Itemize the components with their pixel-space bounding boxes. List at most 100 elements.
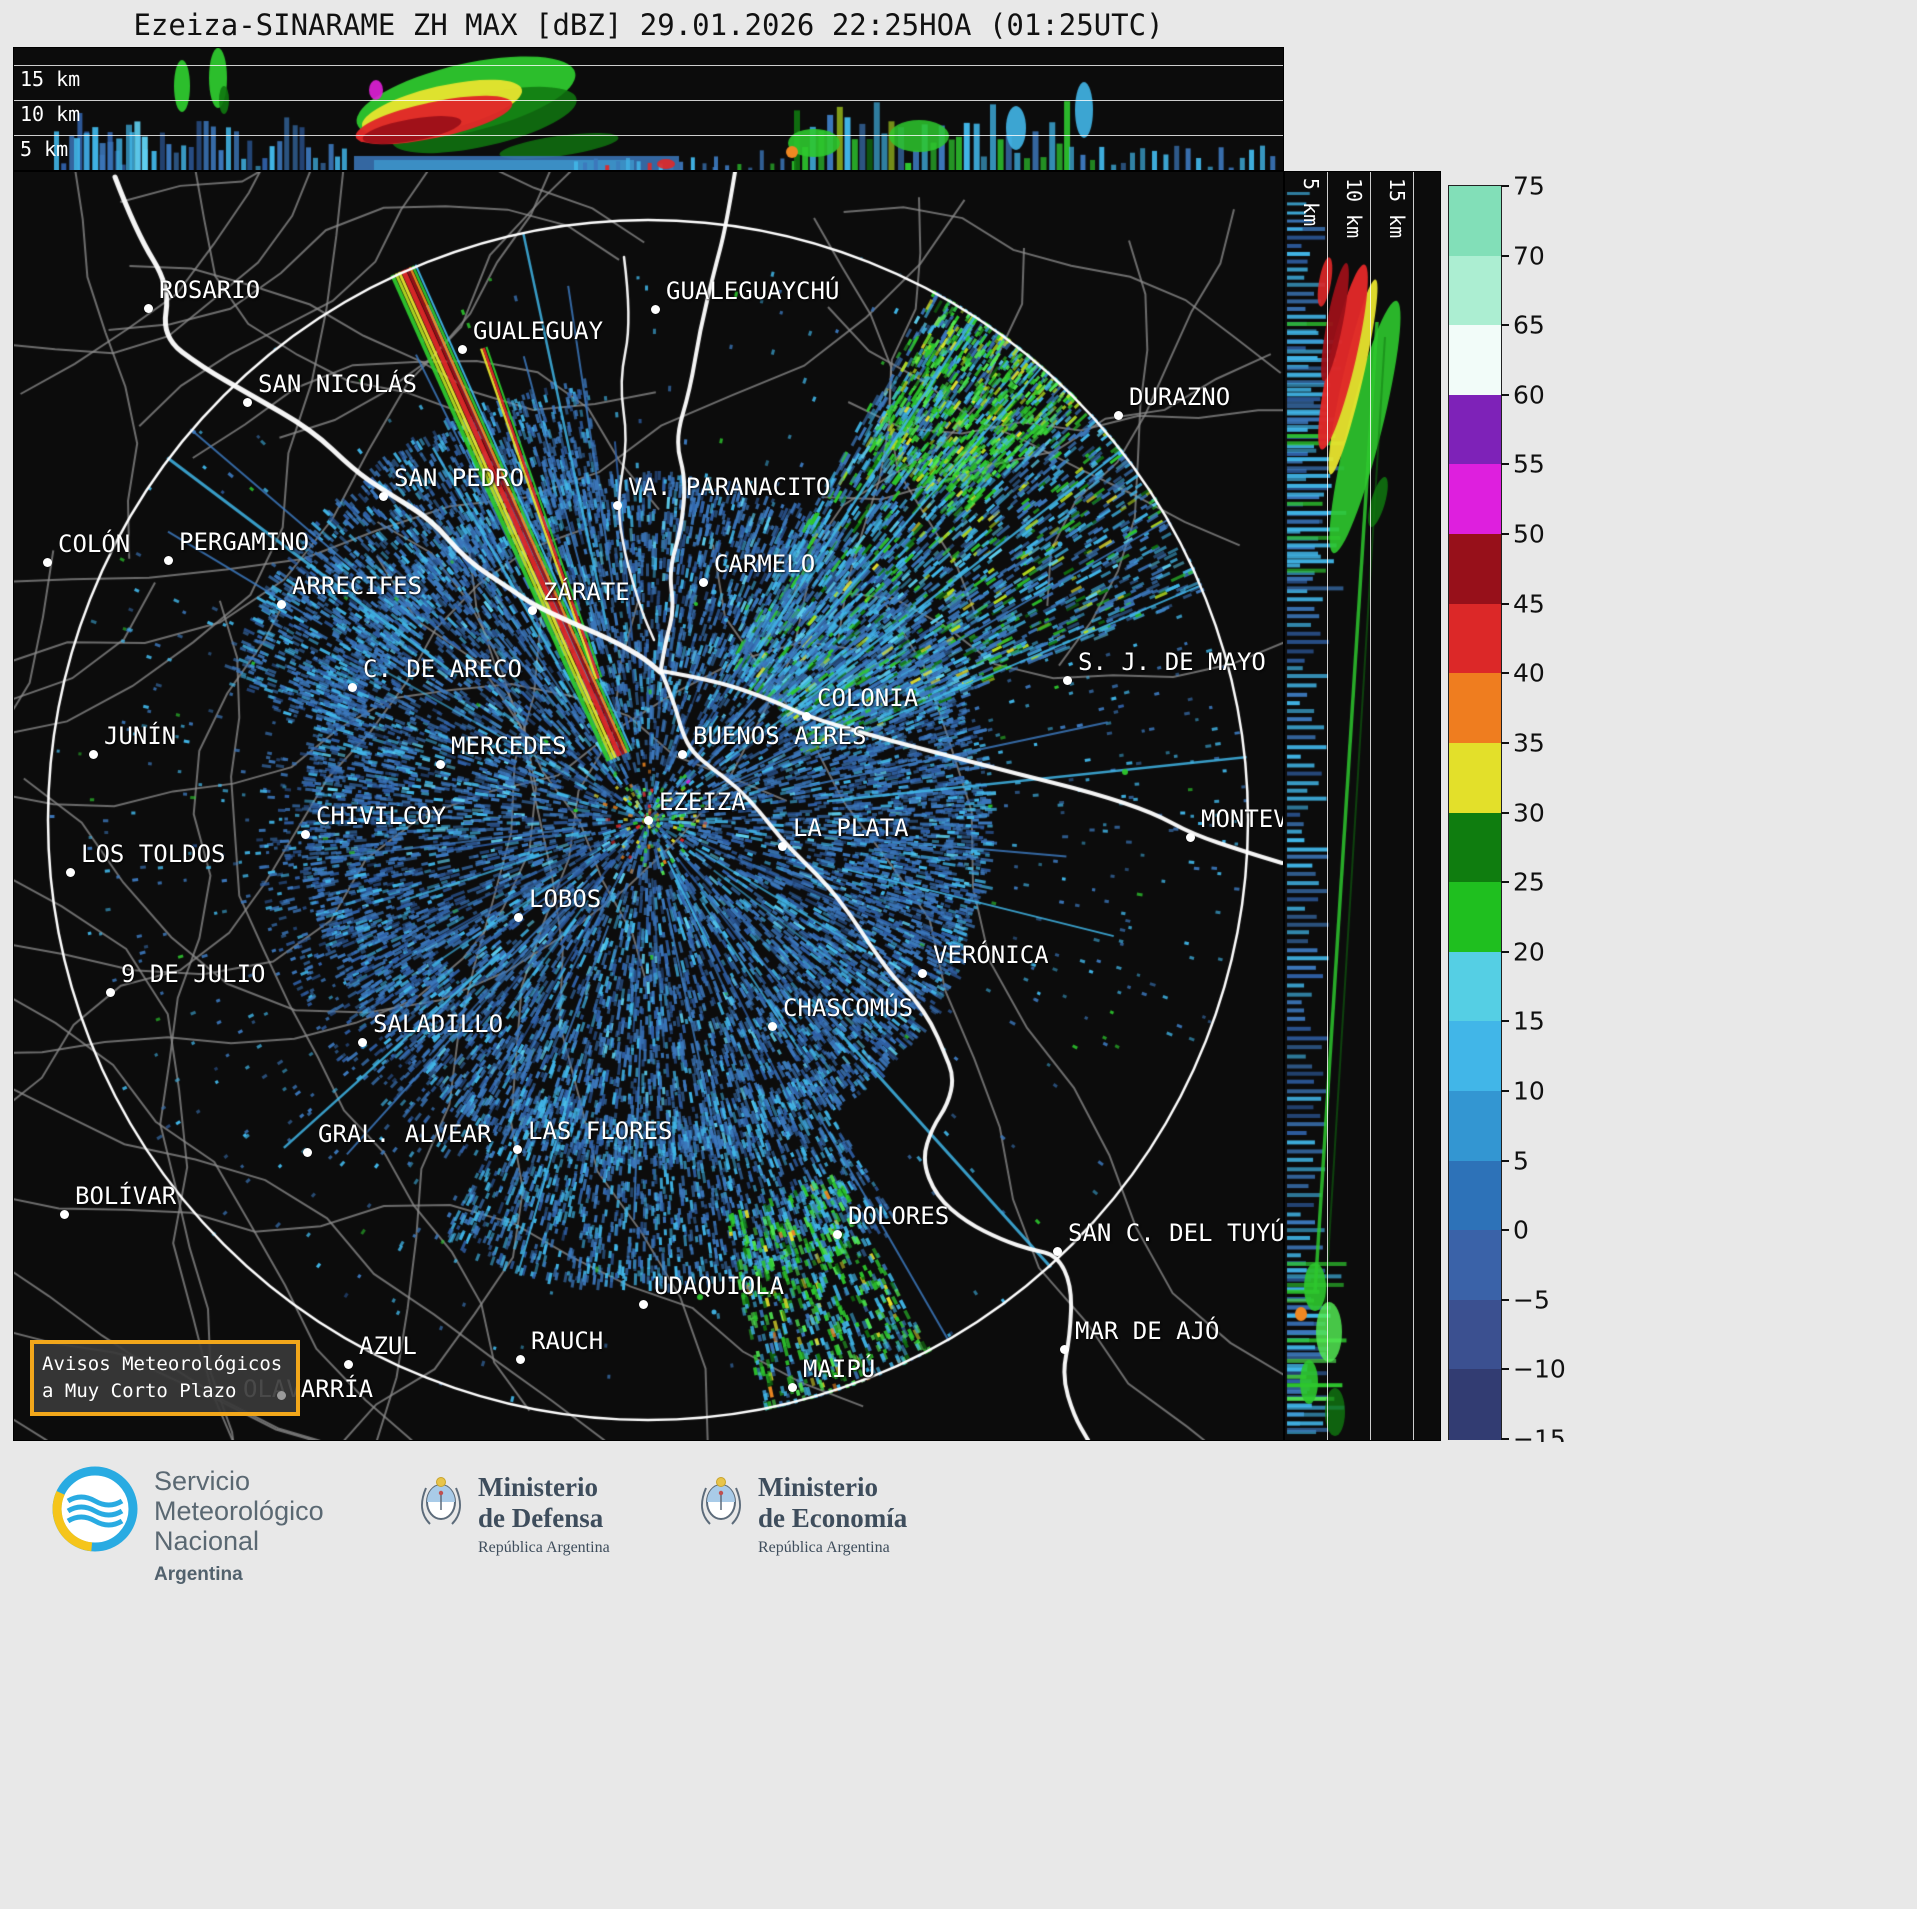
city-dot	[60, 1210, 69, 1219]
colorbar-tick-label: 20	[1513, 937, 1545, 967]
city-dot	[458, 345, 467, 354]
smn-line-2: Meteorológico	[154, 1496, 324, 1526]
city-dot	[528, 606, 537, 615]
city-dot	[833, 1230, 842, 1239]
city-label: PERGAMINO	[179, 528, 310, 556]
colorbar-tick-label: 40	[1513, 658, 1545, 688]
city-dot	[89, 750, 98, 759]
ppi-map-panel: ROSARIO GUALEGUAYCHÚ GUALEGUAY SAN NICOLÁS D…	[13, 171, 1284, 1441]
defensa-sub: República Argentina	[478, 1539, 610, 1556]
colorbar-tick	[1501, 463, 1509, 466]
city-label: ZÁRATE	[543, 578, 630, 606]
colorbar-tick	[1501, 1298, 1509, 1301]
colorbar-tick-label: 35	[1513, 728, 1545, 758]
city-dot	[301, 830, 310, 839]
colorbar-tick	[1501, 1159, 1509, 1162]
city-label: MONTEVIDEO	[1201, 805, 1283, 833]
colorbar-tick-label: 65	[1513, 310, 1545, 340]
height-label: 15 km	[20, 67, 81, 91]
height-label: 5 km	[20, 137, 69, 161]
smn-line-1: Servicio	[154, 1466, 251, 1496]
colorbar-segment	[1449, 1160, 1501, 1231]
city-dot	[379, 492, 388, 501]
colorbar-tick-label: 70	[1513, 241, 1545, 271]
colorbar-tick	[1501, 1229, 1509, 1232]
colorbar-tick-label: 0	[1513, 1215, 1529, 1245]
colorbar-tick	[1501, 1020, 1509, 1023]
ministry-defensa-wordmark: Ministerio de Defensa República Argentin…	[478, 1472, 610, 1557]
city-label: CHIVILCOY	[316, 802, 447, 830]
economia-sub: República Argentina	[758, 1539, 890, 1556]
city-dot	[436, 760, 445, 769]
city-dot	[918, 969, 927, 978]
city-dot	[1063, 676, 1072, 685]
colorbar-tick	[1501, 741, 1509, 744]
colorbar-segment	[1449, 742, 1501, 814]
smn-wordmark: Servicio Meteorológico Nacional Argentin…	[154, 1466, 324, 1590]
avisos-line-2: a Muy Corto Plazo	[42, 1380, 237, 1402]
ppi-echo-canvas	[14, 172, 1283, 1440]
colorbar-tick-label: 60	[1513, 380, 1545, 410]
city-label: UDAQUIOLA	[654, 1272, 785, 1300]
city-label: GUALEGUAY	[473, 317, 604, 345]
colorbar-segment	[1449, 882, 1501, 953]
colorbar-tick	[1501, 185, 1509, 187]
colorbar-tick	[1501, 602, 1509, 605]
colorbar-segment	[1449, 1090, 1501, 1162]
city-dot	[106, 988, 115, 997]
city-dot	[358, 1038, 367, 1047]
colorbar-tick	[1501, 533, 1509, 536]
city-dot	[613, 501, 622, 510]
city-dot	[788, 1383, 797, 1392]
height-label: 15 km	[1385, 178, 1409, 239]
city-label: BOLÍVAR	[75, 1182, 177, 1210]
colorbar-segment	[1449, 534, 1501, 605]
colorbar-tick-label: 75	[1513, 171, 1545, 201]
footer: Servicio Meteorológico Nacional Argentin…	[0, 1442, 1917, 1909]
colorbar-tick	[1501, 1089, 1509, 1092]
dbz-colorbar: 75 70 65 60 55 50 45 40 35 30 25 20 15 10 5 0 −5 −10 −15	[1448, 172, 1566, 1454]
economia-line-1: Ministerio	[758, 1472, 878, 1502]
city-dot	[164, 556, 173, 565]
city-label: 9 DE JULIO	[121, 960, 266, 988]
colorbar-tick-label: 10	[1513, 1076, 1545, 1106]
city-dot	[699, 578, 708, 587]
city-dot	[678, 750, 687, 759]
city-label: SALADILLO	[373, 1010, 504, 1038]
city-dot	[513, 1145, 522, 1154]
city-dot	[651, 305, 660, 314]
city-label: S. J. DE MAYO	[1078, 648, 1266, 676]
city-label: GRAL. ALVEAR	[318, 1120, 492, 1148]
city-dot	[1114, 411, 1123, 420]
city-label: VA. PARANACITO	[628, 473, 831, 501]
colorbar-segment	[1449, 951, 1501, 1022]
colorbar-tick	[1501, 950, 1509, 953]
height-gridline	[14, 135, 1283, 136]
avisos-line-1: Avisos Meteorológicos	[42, 1353, 283, 1375]
city-dot	[768, 1022, 777, 1031]
city-label: AZUL	[359, 1332, 417, 1360]
city-label: CARMELO	[714, 550, 816, 578]
city-dot	[644, 816, 653, 825]
xz-cross-section-panel: 15 km 10 km 5 km	[13, 47, 1284, 171]
city-label: CHASCOMÚS	[783, 994, 914, 1022]
colorbar-segment	[1449, 1021, 1501, 1092]
city-dot	[277, 600, 286, 609]
ministry-defensa-group: Ministerio de Defensa República Argentin…	[418, 1472, 610, 1557]
argentina-crest-icon	[700, 1477, 742, 1525]
smn-logo-icon	[52, 1466, 138, 1552]
height-gridline	[14, 65, 1283, 66]
city-label: JUNÍN	[104, 722, 177, 750]
colorbar-tick-label: 15	[1513, 1006, 1545, 1036]
height-gridline	[1370, 172, 1371, 1440]
city-dot	[43, 558, 52, 567]
city-dot	[639, 1300, 648, 1309]
yz-cross-section-panel: 5 km 10 km 15 km	[1284, 171, 1441, 1441]
city-label: LOS TOLDOS	[81, 840, 226, 868]
colorbar-tick	[1501, 1438, 1509, 1440]
colorbar-tick-label: 25	[1513, 867, 1545, 897]
colorbar-segment	[1449, 186, 1501, 257]
defensa-line-2: de Defensa	[478, 1503, 604, 1533]
colorbar-tick-label: 45	[1513, 589, 1545, 619]
